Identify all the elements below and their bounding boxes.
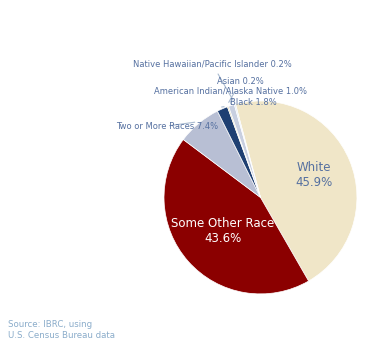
- Wedge shape: [218, 107, 260, 198]
- Wedge shape: [227, 107, 260, 198]
- Wedge shape: [235, 101, 357, 281]
- Wedge shape: [183, 111, 260, 198]
- Wedge shape: [229, 104, 260, 198]
- Text: White
45.9%: White 45.9%: [295, 161, 333, 189]
- Text: American Indian/Alaska Native 1.0%: American Indian/Alaska Native 1.0%: [154, 87, 307, 104]
- Text: Some Other Race
43.6%: Some Other Race 43.6%: [171, 217, 274, 245]
- Text: Two or More Races 7.4%: Two or More Races 7.4%: [116, 121, 218, 131]
- Text: Native Hawaiian/Pacific Islander 0.2%: Native Hawaiian/Pacific Islander 0.2%: [133, 60, 292, 100]
- Wedge shape: [234, 104, 260, 198]
- Wedge shape: [164, 139, 309, 294]
- Text: Black 1.8%: Black 1.8%: [222, 98, 276, 107]
- Text: Asian 0.2%: Asian 0.2%: [217, 77, 264, 102]
- Text: Source: IBRC, using
U.S. Census Bureau data: Source: IBRC, using U.S. Census Bureau d…: [8, 320, 114, 340]
